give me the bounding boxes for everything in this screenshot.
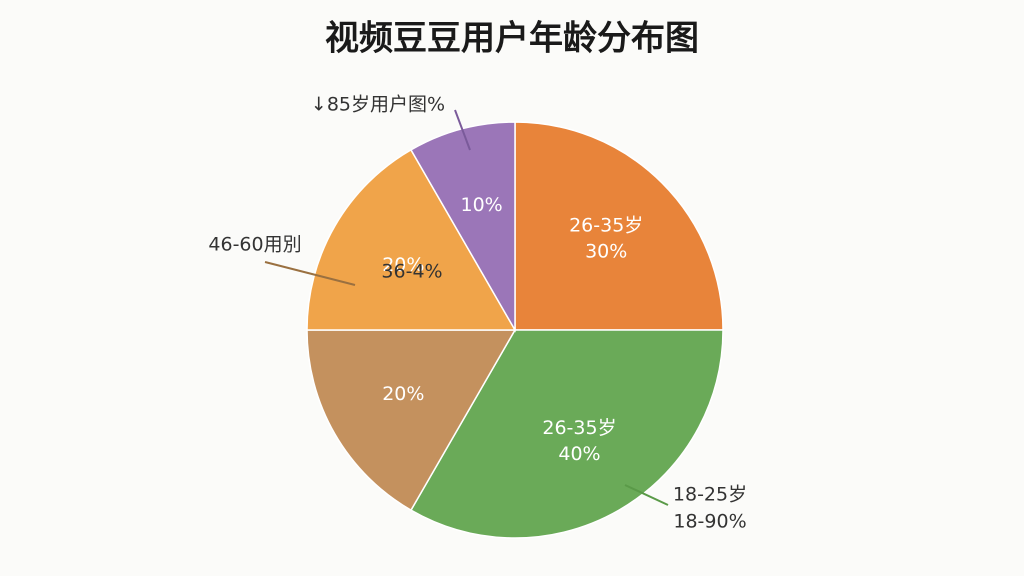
annotation-arrow (454, 109, 471, 151)
pie-slice (409, 329, 724, 539)
annotation-arrow (264, 261, 356, 286)
annotation: ↓85岁用户图% (311, 94, 445, 116)
chart-title: 视频豆豆用户年龄分布图 (325, 19, 699, 59)
annotation: 18-90% (673, 511, 746, 533)
slice-value-label: 20% (382, 254, 424, 276)
annotation: 46-60用別 (208, 234, 301, 256)
slice-value-label: 40% (558, 443, 600, 465)
annotation: 18-25岁 (673, 484, 747, 506)
slice-value-label: 20% (382, 383, 424, 405)
annotation-arrow (624, 484, 669, 506)
pie-slice (306, 329, 517, 512)
annotation: 36-4% (381, 261, 442, 283)
slice-category: 26-35岁 (542, 417, 616, 439)
slice-value-label: 10% (461, 194, 503, 216)
pie-slice (514, 121, 724, 331)
slice-category: 26-35岁 (569, 214, 643, 236)
pie-slice (306, 148, 517, 331)
slice-value-label: 30% (585, 240, 627, 262)
